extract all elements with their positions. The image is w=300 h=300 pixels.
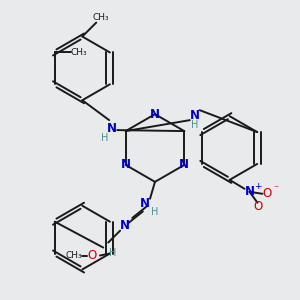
Text: H: H bbox=[191, 120, 199, 130]
Text: H: H bbox=[110, 248, 117, 257]
Text: N: N bbox=[150, 108, 160, 121]
Text: N: N bbox=[120, 219, 130, 232]
Text: +: + bbox=[254, 182, 261, 191]
Text: O: O bbox=[253, 200, 262, 213]
Text: O: O bbox=[263, 187, 272, 200]
Text: N: N bbox=[140, 197, 150, 210]
Text: CH₃: CH₃ bbox=[70, 48, 87, 57]
Text: CH₃: CH₃ bbox=[66, 251, 83, 260]
Text: N: N bbox=[244, 185, 254, 198]
Text: N: N bbox=[190, 109, 200, 122]
Text: H: H bbox=[151, 207, 159, 217]
Text: CH₃: CH₃ bbox=[93, 13, 110, 22]
Text: N: N bbox=[121, 158, 131, 171]
Text: N: N bbox=[107, 122, 117, 135]
Text: N: N bbox=[179, 158, 189, 171]
Text: ⁻: ⁻ bbox=[273, 184, 278, 194]
Text: O: O bbox=[87, 249, 97, 262]
Text: H: H bbox=[100, 133, 108, 143]
